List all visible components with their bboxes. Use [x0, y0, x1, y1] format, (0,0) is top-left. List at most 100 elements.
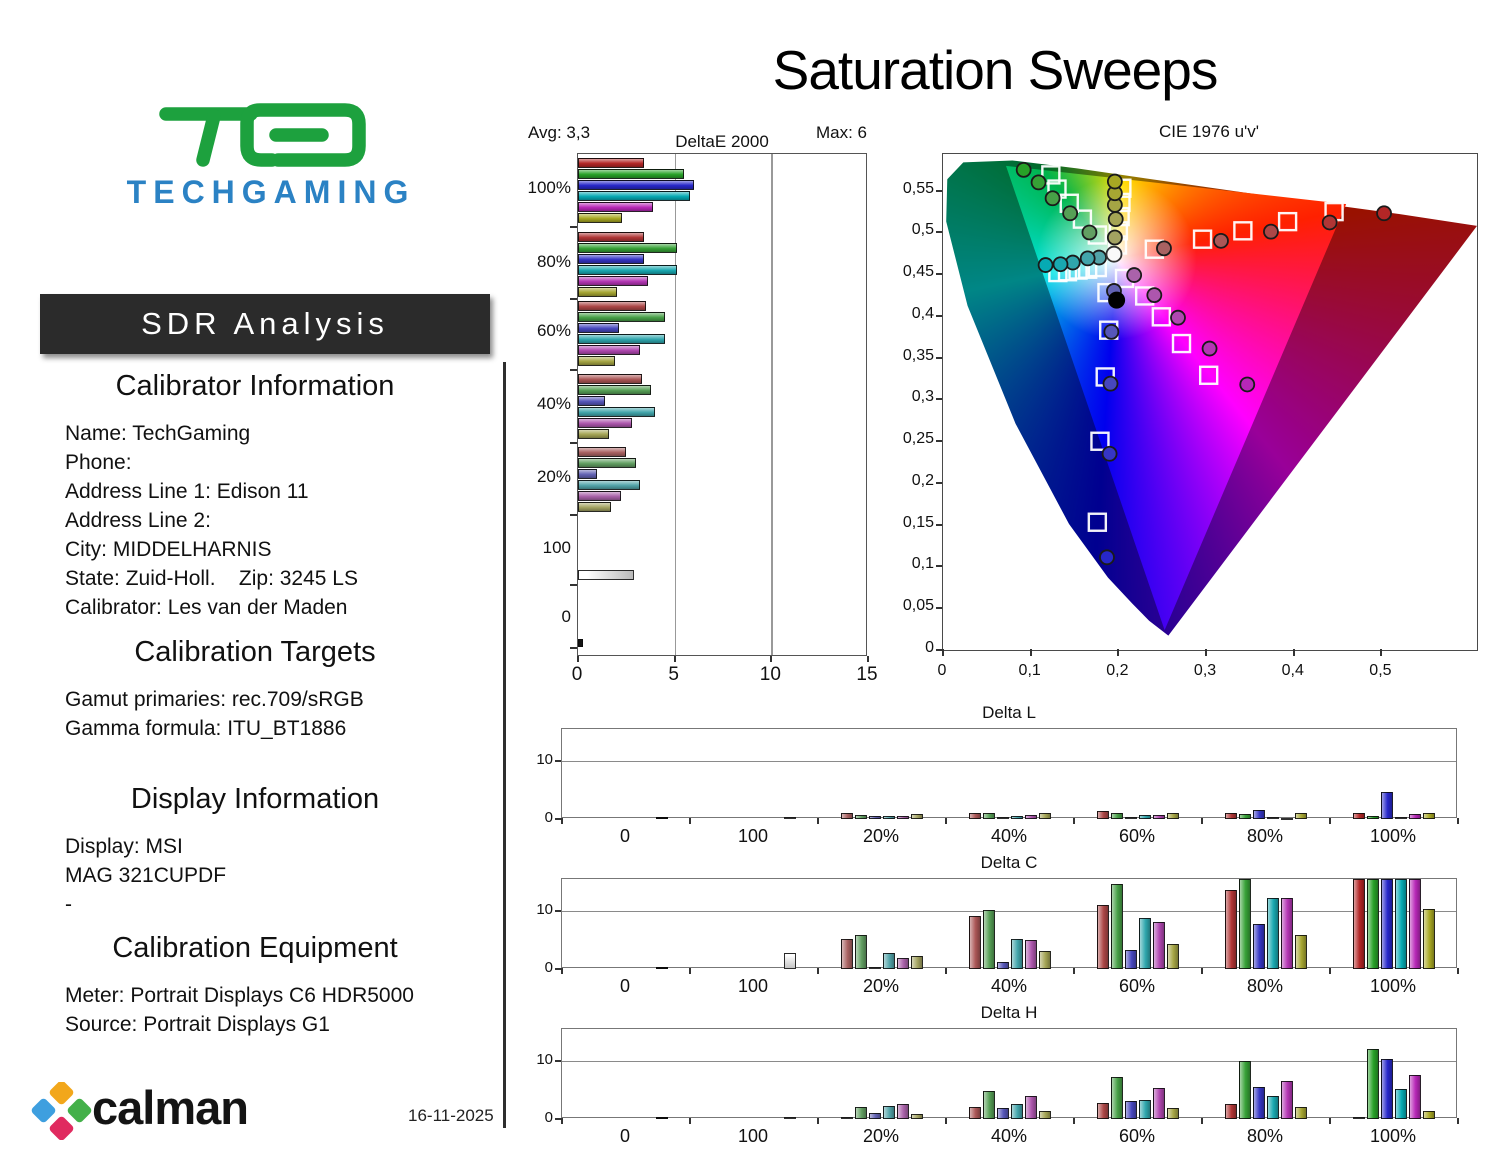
deltaL-bar-100%-yellow [1423, 813, 1435, 819]
deltaL-x-tick [1073, 818, 1075, 824]
report-date: 16-11-2025 [408, 1106, 494, 1125]
cie-measured-red-80 [1321, 214, 1338, 231]
page-title: Saturation Sweeps [772, 39, 1219, 101]
info-line: MAG 321CUPDF [65, 864, 227, 887]
deltaH-x-tick [1073, 1118, 1075, 1124]
deltae-bar-40%-blue [578, 395, 606, 406]
cie-y-tick [936, 607, 942, 610]
cie-measured-yellow-40 [1107, 211, 1124, 228]
deltaH-bar-60%-yellow [1167, 1108, 1179, 1119]
deltaL-bar-80%-red [1225, 813, 1237, 819]
deltaL-bar-60%-red [1097, 811, 1109, 819]
deltaL-bar-40%-green [983, 813, 995, 819]
calman-wordmark: calman [92, 1081, 249, 1134]
deltaC-y-label: 0 [544, 959, 553, 976]
deltaH-x-label: 100% [1369, 1126, 1417, 1146]
deltaH-bar-100%-yellow [1423, 1111, 1435, 1119]
deltaC-x-label: 40% [990, 976, 1028, 996]
deltaC-x-tick [1457, 968, 1459, 974]
deltaL-y-label: 0 [544, 809, 553, 826]
deltaL-bar-40%-yellow [1039, 813, 1051, 819]
cie-y-label: 0,55 [902, 179, 934, 197]
cie-y-tick [936, 189, 942, 192]
y-tick [570, 647, 577, 649]
deltaC-x-label: 60% [1118, 976, 1156, 996]
deltaL-bar-20%-yellow [911, 814, 923, 819]
deltaL-x-label: 40% [990, 826, 1028, 846]
deltaC-bar-60%-green [1111, 884, 1123, 969]
deltaL-bar-40%-blue [997, 817, 1009, 820]
y-tick [570, 441, 577, 444]
deltaL-bar-80%-cyan [1267, 817, 1279, 820]
deltaL-x-tick [561, 818, 563, 824]
deltae-bar-100%-magenta [578, 201, 654, 212]
deltae-bar-60%-magenta [578, 344, 640, 355]
deltaC-bar-60%-blue [1125, 950, 1137, 969]
deltaH-bar-0 [656, 1117, 668, 1119]
deltaC-bar-20%-green [855, 934, 867, 969]
deltaL-bar-100%-cyan [1395, 817, 1407, 820]
deltaC-bar-80%-yellow [1295, 934, 1307, 969]
deltaL-bar-100%-red [1353, 813, 1365, 819]
cie-y-tick [936, 398, 942, 401]
deltaC-x-tick [689, 968, 691, 974]
deltae-bar-60%-green [578, 311, 665, 322]
deltaC-bar-100 [784, 953, 796, 969]
deltaC-bar-100%-magenta [1409, 879, 1421, 969]
deltae-x-label: 15 [856, 664, 878, 685]
cie-y-label: 0,3 [911, 388, 934, 406]
info-line: Calibrator: Les van der Maden [65, 596, 348, 619]
deltac-title: Delta C [980, 853, 1038, 872]
cie-measured-cyan-80 [1052, 256, 1069, 273]
gridline [674, 154, 677, 655]
deltaC-x-label: 100 [737, 976, 769, 996]
cie-measured-magenta-80 [1201, 340, 1218, 357]
deltae-group-label: 80% [536, 252, 571, 271]
info-line: Phone: [65, 451, 132, 474]
deltaH-y-tick [555, 1118, 561, 1120]
cie-measured-cyan-40 [1079, 250, 1096, 267]
x-tick [770, 656, 773, 662]
deltae-bar-40%-yellow [578, 428, 609, 439]
cie-measured-red-100 [1376, 205, 1392, 222]
deltaL-y-tick [555, 818, 561, 820]
deltae-group-label: 100 [542, 538, 571, 557]
sdr-analysis-label: SDR Analysis [141, 306, 389, 341]
deltaL-bar-60%-magenta [1153, 815, 1165, 819]
info-line: - [65, 893, 72, 916]
deltaL-bar-80%-magenta [1281, 817, 1293, 820]
deltaH-bar-40%-magenta [1025, 1095, 1037, 1119]
calman-diamond-top [49, 1082, 74, 1105]
deltaL-x-label: 60% [1118, 826, 1156, 846]
cie-y-label: 0,25 [902, 430, 934, 448]
deltaL-x-tick [817, 818, 819, 824]
y-tick [570, 297, 577, 300]
cie-x-label: 0,1 [1018, 662, 1041, 679]
section-heading: Calibration Targets [134, 636, 376, 668]
deltaH-bar-40%-blue [997, 1107, 1009, 1119]
y-tick [570, 368, 577, 371]
deltae-bar-60%-yellow [578, 355, 615, 366]
deltae-bar-40%-cyan [578, 406, 656, 417]
deltaC-bar-100%-yellow [1423, 908, 1435, 969]
deltaC-bar-60%-yellow [1167, 943, 1179, 969]
cie-y-label: 0,1 [911, 555, 934, 573]
deltal-plot-area [561, 728, 1457, 820]
deltae-bar-100%-green [578, 168, 685, 179]
cie-measured-red-40 [1213, 232, 1229, 249]
deltaC-bar-100%-cyan [1395, 879, 1407, 969]
deltae-x-label: 10 [759, 664, 781, 685]
cie-title: CIE 1976 u'v' [1158, 122, 1260, 141]
cie-measured-green-60 [1044, 190, 1061, 207]
cie-measured-yellow-100 [1106, 173, 1123, 190]
deltaH-x-label: 100 [737, 1126, 769, 1146]
deltae-plot-area [577, 153, 867, 656]
deltae-title: DeltaE 2000 [675, 132, 769, 151]
deltaC-x-tick [561, 968, 563, 974]
deltaL-bar-40%-magenta [1025, 815, 1037, 819]
cie-measured-magenta-100 [1239, 376, 1256, 393]
deltae-bar-100%-yellow [578, 212, 623, 223]
deltaC-x-label: 0 [619, 976, 630, 996]
x-tick [577, 656, 579, 662]
cie-measured-blue-60 [1102, 375, 1119, 392]
